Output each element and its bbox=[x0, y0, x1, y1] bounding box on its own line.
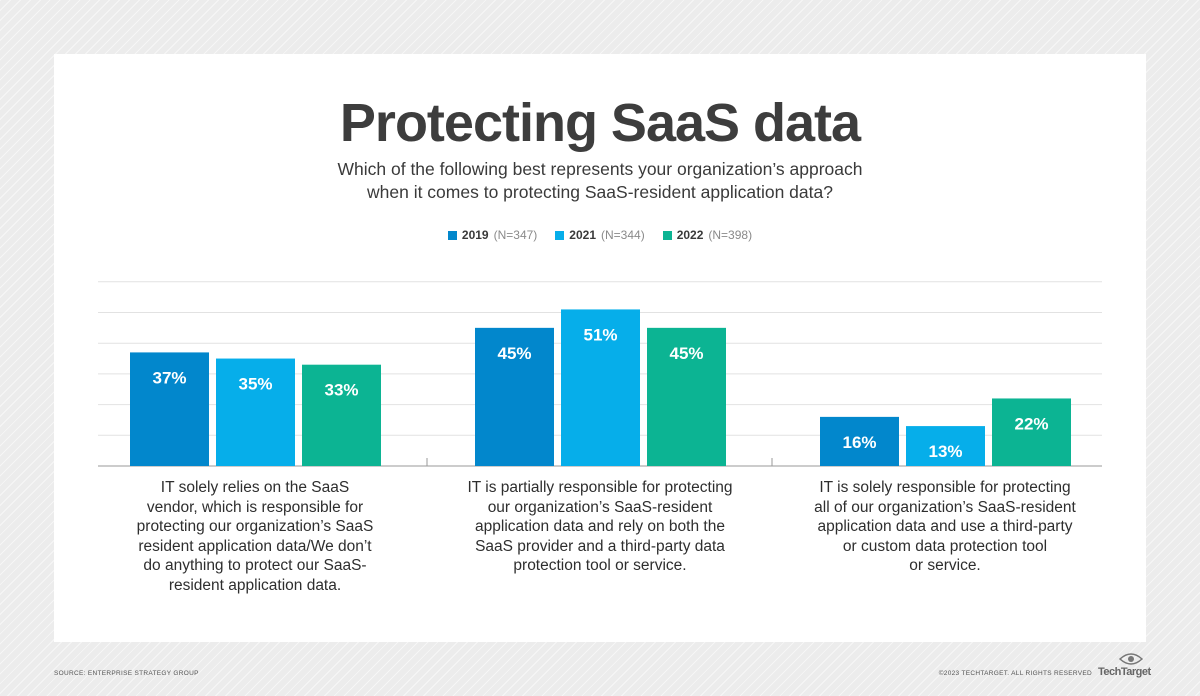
legend-swatch-2021 bbox=[555, 230, 565, 240]
category-label-line: IT solely relies on the SaaS bbox=[160, 479, 350, 496]
category-label-line: IT is partially responsible for protecti… bbox=[467, 479, 733, 496]
legend-swatch-2019 bbox=[447, 230, 457, 240]
bar-2022-cat3 bbox=[992, 398, 1071, 466]
legend: 2019 (N=347) 2021 (N=344) 2022 (N=398) bbox=[0, 228, 1200, 242]
subtitle-line-1: Which of the following best represents y… bbox=[337, 159, 863, 179]
bar-value-label: 37% bbox=[152, 368, 186, 387]
category-label-line: resident application data/We don’t bbox=[138, 537, 372, 555]
legend-n: (N=347) bbox=[493, 228, 538, 242]
category-label-line: application data and rely on both the bbox=[475, 518, 725, 535]
bar-2022-cat2 bbox=[647, 327, 726, 466]
category-label-line: do anything to protect our SaaS- bbox=[143, 557, 367, 574]
bar-2019-cat2 bbox=[475, 327, 554, 466]
legend-item-2022: 2022 (N=398) bbox=[662, 228, 753, 242]
category-label-2: IT is partially responsible for protecti… bbox=[450, 478, 750, 576]
copyright-note: ©2023 TECHTARGET. ALL RIGHTS RESERVED bbox=[938, 670, 1092, 677]
category-label-line: our organization’s SaaS-resident bbox=[487, 498, 713, 516]
bar-2022-cat1 bbox=[302, 364, 381, 466]
category-label-line: vendor, which is responsible for bbox=[146, 498, 364, 516]
source-note: SOURCE: ENTERPRISE STRATEGY GROUP bbox=[54, 670, 199, 677]
bar-2019-cat3 bbox=[820, 416, 899, 466]
category-label-line: protecting our organization’s SaaS bbox=[136, 518, 374, 535]
chart-title: Protecting SaaS data bbox=[339, 93, 861, 153]
bar-2019-cat1 bbox=[130, 352, 209, 466]
legend-year: 2022 bbox=[676, 228, 704, 242]
category-label-line: IT is solely responsible for protecting bbox=[819, 479, 1071, 496]
bar-value-label: 45% bbox=[669, 344, 703, 363]
bar-value-label: 45% bbox=[497, 344, 531, 363]
category-label-line: or custom data protection tool bbox=[842, 537, 1048, 555]
legend-n: (N=344) bbox=[601, 228, 645, 242]
legend-year: 2019 bbox=[461, 228, 489, 242]
legend-n: (N=398) bbox=[708, 228, 753, 242]
legend-item-2019: 2019 (N=347) bbox=[447, 228, 538, 242]
legend-item-2021: 2021 (N=344) bbox=[555, 228, 645, 242]
legend-year: 2021 bbox=[569, 228, 596, 242]
bar-value-label: 13% bbox=[928, 442, 962, 461]
subtitle-line-2: when it comes to protecting SaaS-residen… bbox=[367, 182, 833, 202]
legend-swatch-2022 bbox=[662, 230, 672, 240]
bar-value-label: 22% bbox=[1014, 414, 1048, 433]
techtarget-eye-icon bbox=[1118, 653, 1144, 665]
category-label-line: all of our organization’s SaaS-resident bbox=[814, 498, 1076, 516]
brand-logo: TechTarget bbox=[1098, 666, 1151, 678]
bar-value-label: 16% bbox=[842, 433, 876, 452]
category-label-line: or service. bbox=[909, 557, 981, 574]
bar-2021-cat1 bbox=[216, 358, 295, 466]
category-label-line: resident application data. bbox=[168, 576, 342, 594]
bar-value-label: 35% bbox=[238, 375, 272, 394]
bar-2021-cat2 bbox=[561, 309, 640, 466]
category-label-line: SaaS provider and a third-party data bbox=[475, 537, 725, 555]
category-label-line: application data and use a third-party bbox=[817, 518, 1073, 535]
bar-value-label: 33% bbox=[324, 381, 358, 400]
category-label-1: IT solely relies on the SaaS vendor, whi… bbox=[105, 478, 405, 595]
category-label-line: protection tool or service. bbox=[513, 557, 687, 574]
bar-value-label: 51% bbox=[583, 325, 617, 344]
bar-2021-cat3 bbox=[906, 426, 985, 466]
category-label-3: IT is solely responsible for protecting … bbox=[795, 478, 1095, 576]
chart-subtitle: Which of the following best represents y… bbox=[250, 158, 950, 204]
